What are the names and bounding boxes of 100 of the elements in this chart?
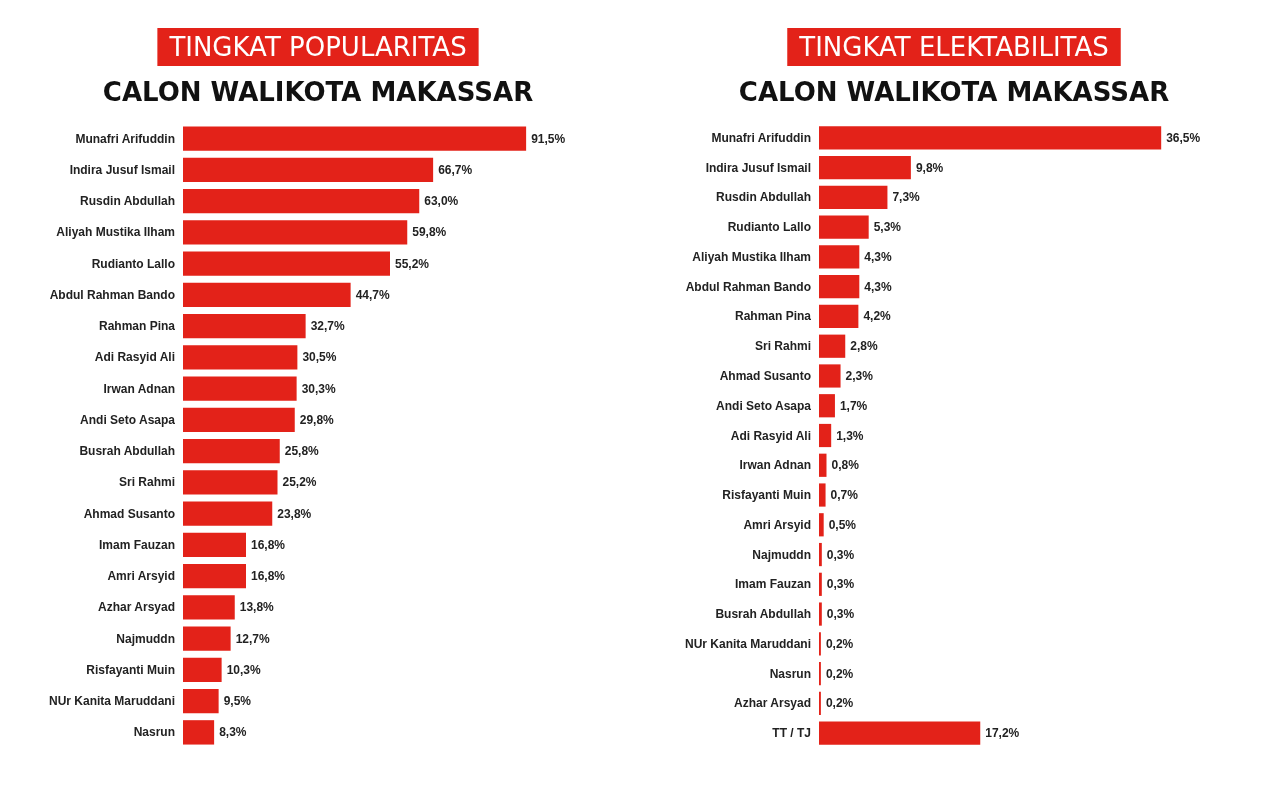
chart-subtitle: CALON WALIKOTA MAKASSAR (738, 77, 1170, 107)
data-label: 91,5% (531, 131, 566, 146)
data-label: 0,2% (825, 636, 854, 651)
bar (183, 563, 246, 589)
y-tick-label: Rudianto Lallo (727, 220, 811, 235)
data-label: 55,2% (395, 256, 430, 271)
data-label: 0,8% (831, 458, 860, 473)
y-tick-label: Najmuddn (116, 631, 175, 646)
chart-title: TINGKAT ELEKTABILITAS (798, 32, 1109, 62)
y-tick-label: Indira Jusuf Ismail (705, 160, 811, 175)
y-tick-label: Risfayanti Muin (722, 488, 811, 503)
y-tick-label: Indira Jusuf Ismail (69, 162, 175, 177)
y-tick-label: Busrah Abdullah (715, 607, 811, 622)
y-tick-label: Rahman Pina (98, 319, 176, 334)
y-tick-label: Risfayanti Muin (86, 662, 175, 677)
bar (819, 156, 911, 180)
data-label: 30,3% (301, 381, 336, 396)
chart-subtitle: CALON WALIKOTA MAKASSAR (102, 77, 534, 107)
y-tick-label: Busrah Abdullah (79, 444, 175, 459)
data-label: 0,3% (826, 577, 855, 592)
bar (819, 304, 859, 329)
bar (183, 376, 297, 401)
bar (819, 126, 1162, 150)
y-tick-label: Azhar Arsyad (98, 600, 175, 615)
y-tick-label: Adi Rasyid Ali (730, 428, 811, 443)
bar (819, 185, 888, 210)
bar (819, 602, 822, 626)
data-label: 30,5% (302, 350, 337, 365)
bar (819, 483, 826, 507)
bar (183, 595, 235, 620)
y-tick-label: Amri Arsyid (743, 517, 811, 532)
bar (183, 251, 390, 276)
data-label: 2,3% (845, 368, 874, 383)
bar (183, 720, 215, 745)
bar (183, 313, 306, 339)
y-tick-label: Azhar Arsyad (734, 696, 811, 711)
bar (183, 126, 527, 151)
data-label: 0,5% (828, 517, 857, 532)
data-label: 36,5% (1166, 130, 1201, 145)
bar (819, 275, 860, 299)
y-tick-label: Amri Arsyid (107, 569, 175, 584)
data-label: 13,8% (239, 600, 275, 615)
y-tick-label: Abdul Rahman Bando (685, 279, 811, 294)
data-label: 0,3% (826, 547, 855, 562)
data-label: 0,2% (825, 696, 854, 711)
data-label: 16,8% (251, 537, 286, 552)
y-tick-label: Nasrun (133, 725, 175, 740)
bar (183, 532, 246, 558)
data-label: 16,8% (251, 569, 286, 584)
bar (183, 220, 408, 245)
bar (819, 245, 860, 269)
data-label: 4,3% (864, 279, 892, 294)
bar (819, 721, 981, 745)
data-label: 1,3% (836, 428, 864, 443)
y-tick-label: Najmuddn (752, 547, 811, 562)
y-tick-label: NUr Kanita Maruddani (684, 636, 811, 651)
y-tick-label: Andi Seto Asapa (716, 398, 812, 413)
y-tick-label: Abdul Rahman Bando (49, 287, 175, 302)
y-tick-label: Rusdin Abdullah (80, 194, 175, 209)
data-label: 66,7% (438, 162, 473, 177)
bar (819, 334, 846, 358)
data-label: 0,3% (826, 607, 855, 622)
data-label: 23,8% (277, 506, 312, 521)
data-label: 12,7% (235, 631, 270, 646)
data-label: 25,8% (284, 444, 320, 459)
bar (819, 542, 822, 567)
y-tick-label: Aliyah Mustika Ilham (56, 225, 175, 240)
y-tick-label: Irwan Adnan (739, 458, 811, 473)
y-tick-label: Adi Rasyid Ali (94, 350, 175, 365)
y-tick-label: NUr Kanita Maruddani (48, 694, 175, 709)
y-tick-label: Nasrun (769, 666, 811, 681)
bar (183, 626, 231, 651)
y-tick-label: Imam Fauzan (734, 577, 811, 592)
data-label: 4,3% (864, 249, 892, 264)
data-label: 5,3% (873, 220, 902, 235)
data-label: 59,8% (412, 225, 447, 240)
y-tick-label: Andi Seto Asapa (80, 412, 176, 427)
data-label: 9,8% (915, 160, 944, 175)
data-label: 17,2% (985, 726, 1020, 741)
bar (819, 572, 822, 596)
bar (183, 345, 298, 370)
data-label: 9,5% (223, 694, 252, 709)
y-tick-label: Rudianto Lallo (91, 256, 175, 271)
bar (183, 501, 273, 526)
data-label: 63,0% (424, 194, 459, 209)
bar (183, 438, 280, 464)
bar (819, 215, 869, 239)
y-tick-label: Ahmad Susanto (719, 368, 811, 383)
data-label: 2,8% (850, 339, 878, 354)
y-tick-label: Imam Fauzan (98, 537, 175, 552)
data-label: 7,3% (892, 190, 921, 205)
bar (819, 423, 832, 448)
y-tick-label: Ahmad Susanto (83, 506, 175, 521)
y-tick-label: Munafri Arifuddin (711, 130, 811, 145)
bar (183, 657, 222, 683)
data-label: 1,7% (839, 398, 868, 413)
data-label: 0,7% (830, 488, 859, 503)
y-tick-label: Rahman Pina (734, 309, 812, 324)
bar (819, 364, 841, 388)
y-tick-label: Aliyah Mustika Ilham (692, 249, 811, 264)
